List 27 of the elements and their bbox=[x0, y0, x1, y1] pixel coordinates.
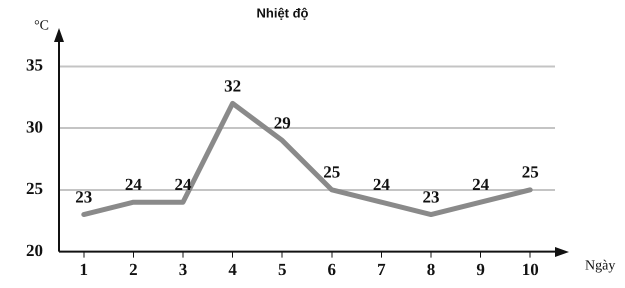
x-tick-label: 9 bbox=[476, 260, 485, 280]
data-label: 23 bbox=[75, 187, 92, 206]
x-tick-label: 3 bbox=[178, 260, 188, 280]
y-tick-label: 25 bbox=[26, 179, 43, 198]
x-tick-label: 4 bbox=[228, 260, 238, 280]
y-axis-title: °C bbox=[34, 18, 49, 34]
data-label: 24 bbox=[174, 175, 192, 194]
data-label: 25 bbox=[522, 162, 539, 182]
data-label: 32 bbox=[224, 76, 242, 96]
data-label: 24 bbox=[124, 175, 142, 194]
x-tick-label: 1 bbox=[80, 260, 88, 280]
x-axis-title: Ngày bbox=[585, 258, 616, 274]
x-tick-label: 10 bbox=[522, 260, 539, 280]
data-label: 23 bbox=[422, 187, 440, 206]
y-tick-label: 20 bbox=[26, 240, 43, 260]
x-tick-label: 5 bbox=[278, 260, 286, 280]
x-tick-label: 7 bbox=[377, 260, 386, 280]
data-label: 24 bbox=[372, 175, 390, 194]
y-tick-label: 30 bbox=[26, 117, 43, 136]
x-tick-label: 2 bbox=[129, 260, 138, 280]
data-label: 25 bbox=[323, 162, 340, 182]
x-tick-label: 8 bbox=[426, 260, 436, 280]
data-label: 24 bbox=[472, 175, 490, 194]
y-tick-label: 35 bbox=[26, 56, 43, 75]
chart-title: Nhiệt độ bbox=[256, 5, 309, 20]
data-label: 29 bbox=[274, 113, 291, 132]
x-tick-label: 6 bbox=[328, 260, 336, 280]
